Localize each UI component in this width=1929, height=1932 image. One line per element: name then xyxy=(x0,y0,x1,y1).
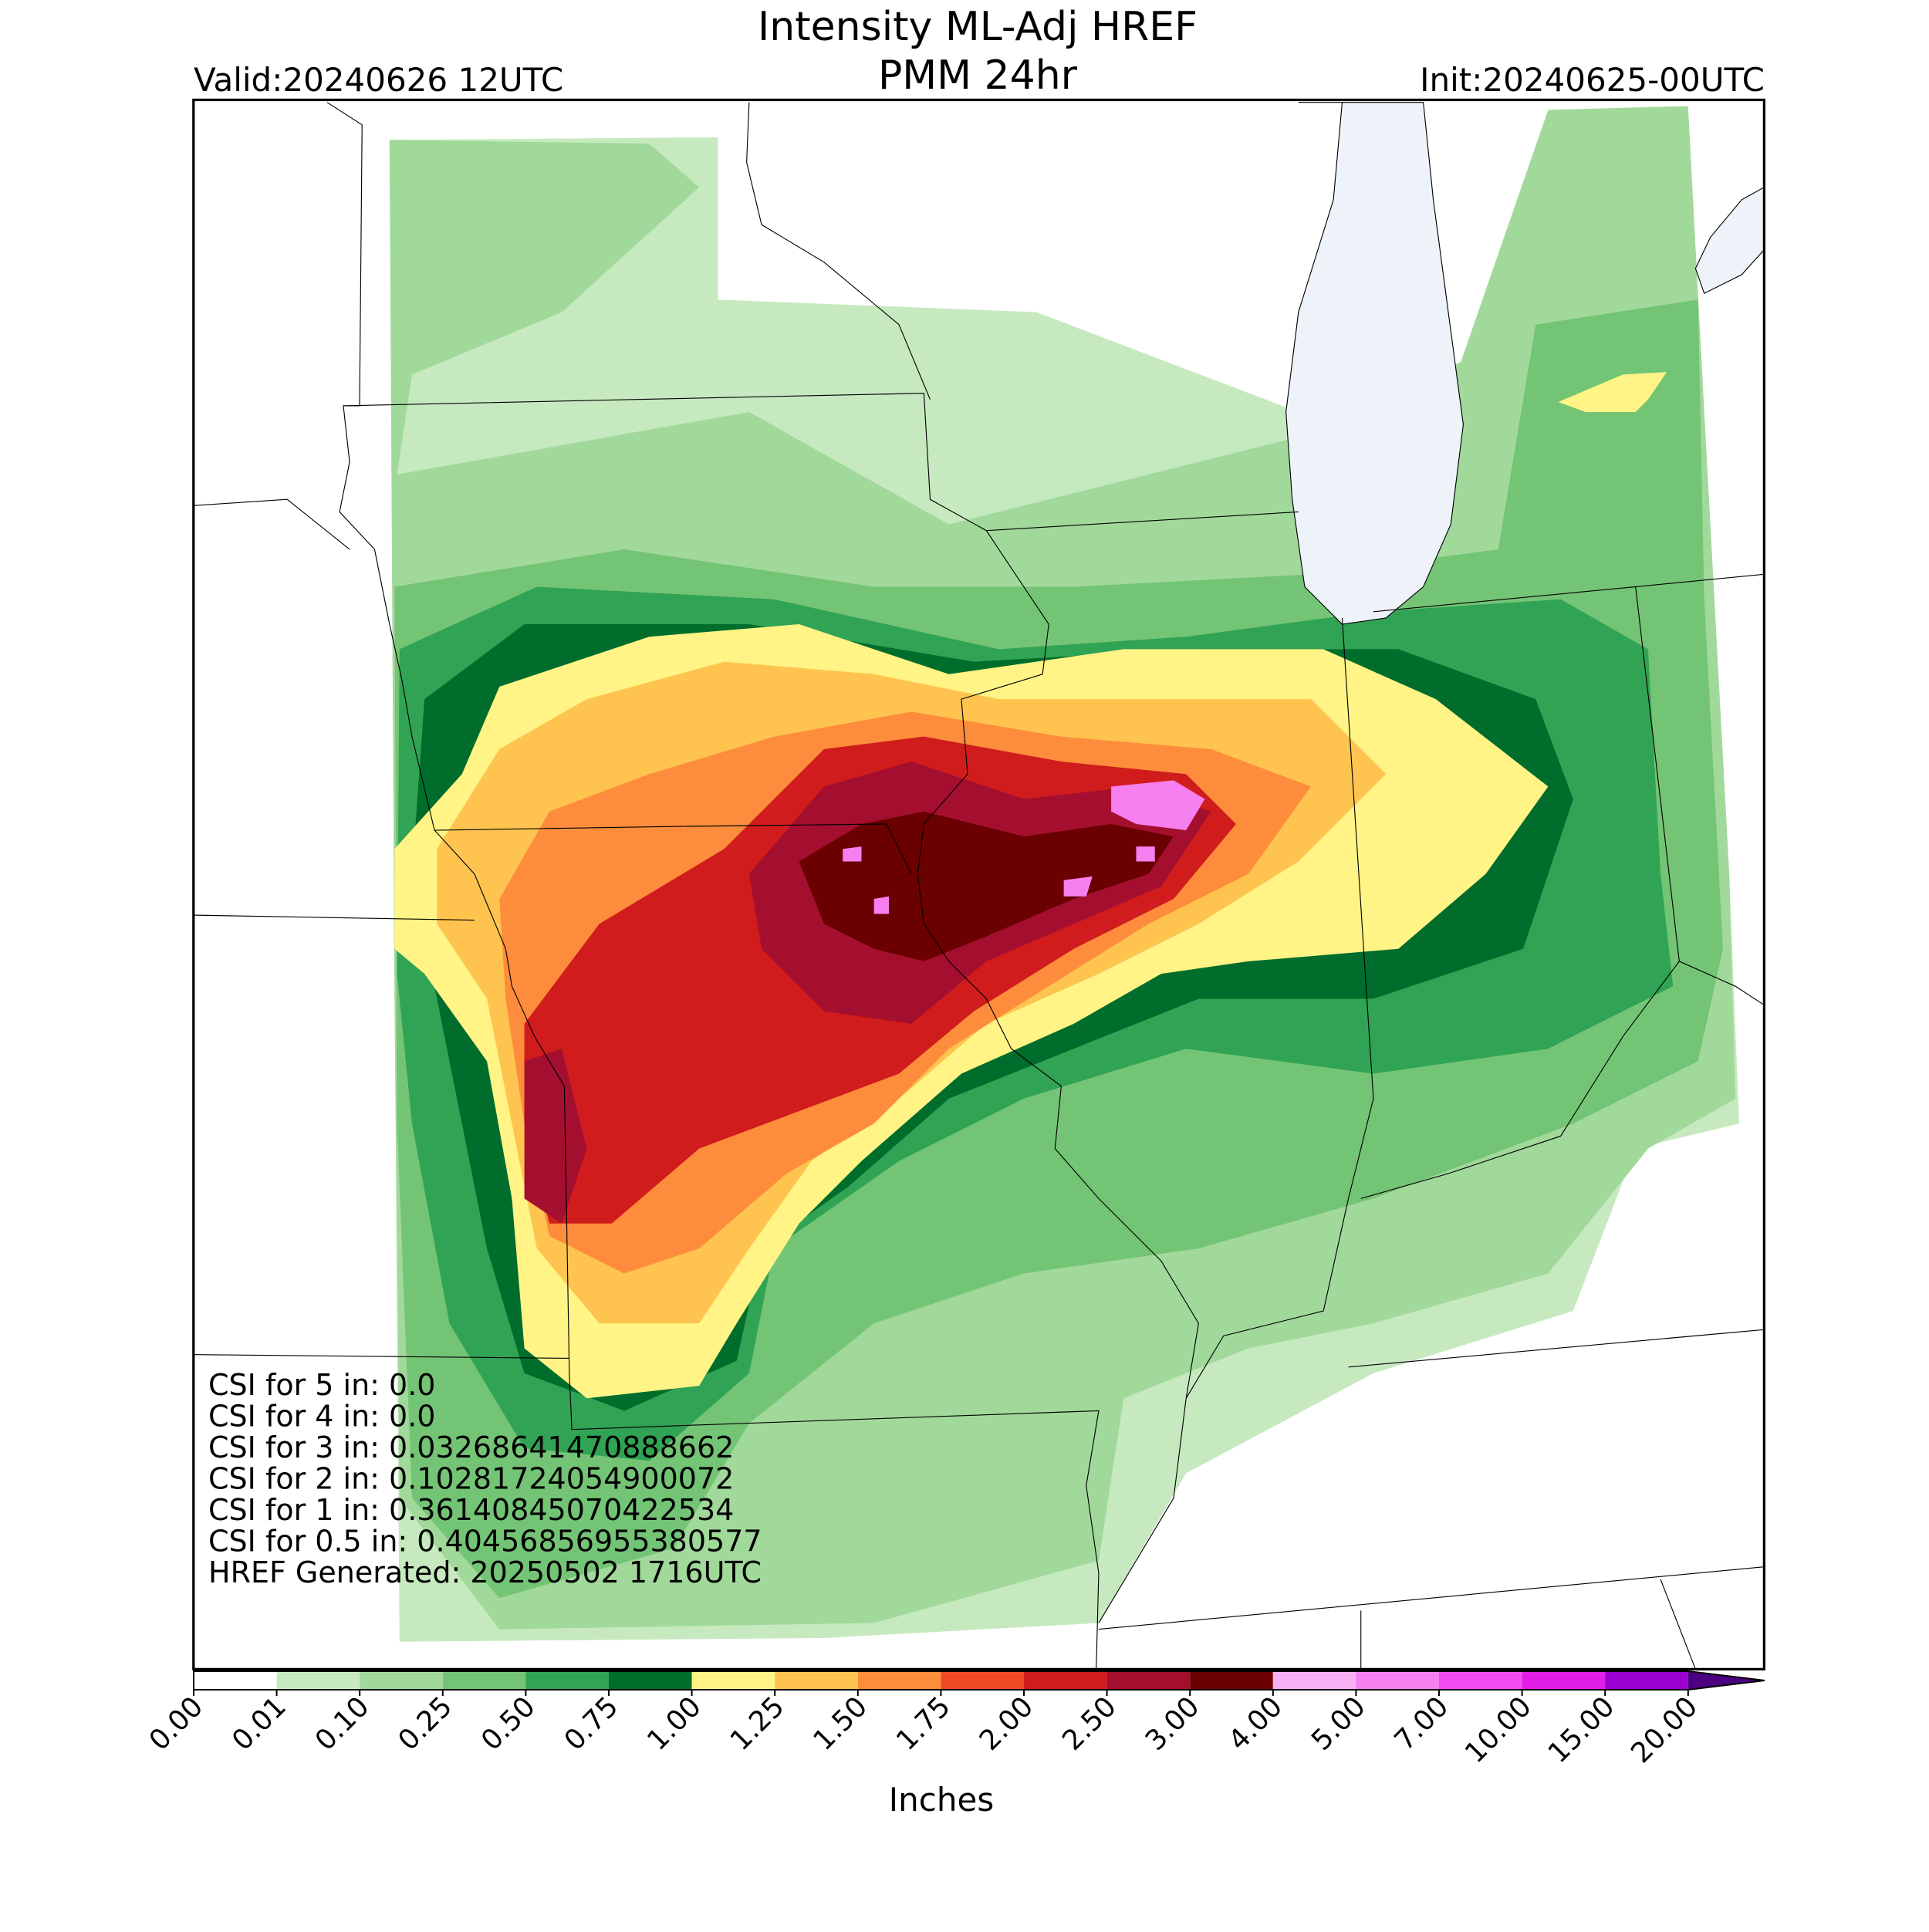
colorbar-tick-label: 15.00 xyxy=(1542,1690,1621,1769)
colorbar-tick-label: 5.00 xyxy=(1306,1690,1372,1757)
colorbar-tick-label: 4.00 xyxy=(1222,1690,1289,1757)
colorbar-segment xyxy=(1106,1671,1191,1690)
stats-line: CSI for 1 in: 0.36140845070422534 xyxy=(208,1493,734,1527)
lake-michigan xyxy=(1285,102,1464,625)
stats-line: CSI for 2 in: 0.10281724054900072 xyxy=(208,1462,734,1496)
map xyxy=(192,98,1765,1671)
colorbar: 0.00 0.01 0.10 0.25 0.50 0.75 1.00 1.25 1.50 1.75… xyxy=(144,1670,1765,1769)
colorbar-tick-label: 1.75 xyxy=(890,1690,957,1757)
state-border xyxy=(434,511,1765,1399)
stats-line: CSI for 4 in: 0.0 xyxy=(208,1400,435,1434)
precip-upper-yellow xyxy=(1558,372,1667,412)
stats-line: CSI for 0.5 in: 0.40456856955380577 xyxy=(208,1525,762,1559)
colorbar-extend xyxy=(1687,1671,1765,1690)
colorbar-tick-label: 20.00 xyxy=(1625,1690,1704,1769)
colorbar-tick-label: 0.10 xyxy=(309,1690,376,1757)
colorbar-tick-label: 2.50 xyxy=(1056,1690,1123,1757)
colorbar-tick-label: 1.50 xyxy=(807,1690,873,1757)
colorbar-tick-label: 0.50 xyxy=(475,1690,542,1757)
colorbar-tick-label: 0.01 xyxy=(226,1690,292,1757)
lake-huron xyxy=(1694,187,1765,295)
colorbar-segment xyxy=(1356,1671,1439,1690)
colorbar-segment xyxy=(857,1671,941,1690)
map-content xyxy=(193,102,1765,1670)
colorbar-segment xyxy=(1605,1671,1688,1690)
colorbar-segment xyxy=(276,1671,360,1690)
colorbar-segment xyxy=(360,1671,443,1690)
colorbar-segment xyxy=(775,1671,858,1690)
state-border xyxy=(343,393,1199,1623)
colorbar-tick-label: 2.00 xyxy=(974,1690,1040,1757)
colorbar-tick-label: 7.00 xyxy=(1389,1690,1455,1757)
colorbar-segment xyxy=(941,1671,1024,1690)
colorbar-segment xyxy=(691,1671,775,1690)
colorbar-tick-label: 0.75 xyxy=(559,1690,625,1757)
colorbar-segment xyxy=(1439,1671,1522,1690)
colorbar-tick-label: 1.25 xyxy=(725,1690,791,1757)
precip-300 xyxy=(799,811,1174,961)
colorbar-tick-label: 1.00 xyxy=(641,1690,708,1757)
colorbar-segment xyxy=(525,1671,609,1690)
colorbar-tick-label: 3.00 xyxy=(1140,1690,1206,1757)
colorbar-tick-label: 0.25 xyxy=(392,1690,458,1757)
map-frame xyxy=(192,98,1765,1671)
stats-line: CSI for 3 in: 0.03268641470888662 xyxy=(208,1430,734,1464)
colorbar-segment xyxy=(1522,1671,1606,1690)
colorbar-outline xyxy=(193,1670,1765,1690)
subtitle: PMM 24hr xyxy=(878,52,1078,99)
init-time: Init:20240625-00UTC xyxy=(1420,61,1765,99)
colorbar-segment xyxy=(194,1671,277,1690)
colorbar-segment xyxy=(1024,1671,1107,1690)
colorbar-segment xyxy=(1272,1671,1356,1690)
colorbar-segment xyxy=(609,1671,692,1690)
colorbar-segment xyxy=(1190,1671,1273,1690)
colorbar-tick-label: 0.00 xyxy=(144,1690,210,1757)
stats-line: CSI for 5 in: 0.0 xyxy=(208,1368,435,1402)
precip-400 xyxy=(843,780,1205,914)
colorbar-label: Inches xyxy=(889,1781,994,1819)
state-border xyxy=(193,102,1765,1670)
colorbar-tick-label: 10.00 xyxy=(1459,1690,1538,1769)
state-border xyxy=(326,102,1100,1670)
colorbar-segment xyxy=(442,1671,526,1690)
stats-line: HREF Generated: 20250502 1716UTC xyxy=(208,1555,762,1589)
valid-time: Valid:20240626 12UTC xyxy=(194,61,563,99)
title: Intensity ML-Adj HREF xyxy=(758,4,1198,50)
